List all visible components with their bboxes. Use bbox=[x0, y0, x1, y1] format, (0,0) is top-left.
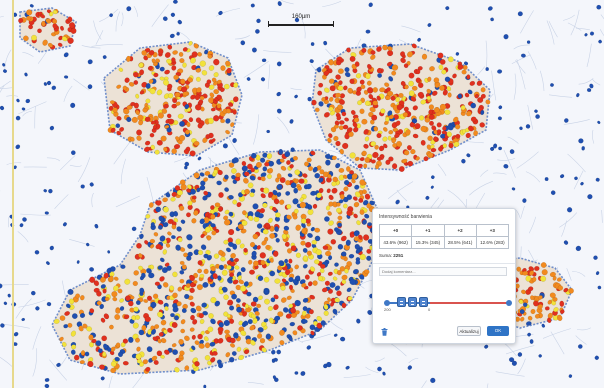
intensity-header-2: +2 bbox=[443, 224, 477, 237]
scale-bar-label: 160µm bbox=[291, 14, 311, 20]
slider-start-dot bbox=[384, 300, 390, 306]
intensity-header-1: +1 bbox=[411, 224, 445, 237]
intensity-header-3: +3 bbox=[475, 224, 510, 237]
slider-track-upper bbox=[430, 302, 509, 304]
intensity-value-0: 43.6% (962) bbox=[378, 236, 413, 249]
slider-high-label: 0 bbox=[428, 307, 431, 312]
threshold-slider[interactable]: 200 0 bbox=[384, 294, 512, 312]
total-count-label: Suma: bbox=[379, 253, 393, 258]
slider-low-label: 200 bbox=[384, 307, 391, 312]
intensity-value-3: 12.6% (283) bbox=[475, 236, 510, 249]
intensity-table: +0 +1 +2 +3 43.6% (962) 15.3% (345) 28.5… bbox=[378, 224, 510, 249]
slide-edge bbox=[12, 0, 14, 388]
panel-divider bbox=[373, 263, 515, 264]
panel-title: Intensywność barwienia bbox=[379, 214, 433, 220]
slider-handle-3[interactable] bbox=[419, 297, 428, 307]
slider-end-dot[interactable] bbox=[506, 300, 512, 306]
scale-bar-line bbox=[268, 21, 334, 27]
ok-button[interactable]: OK bbox=[487, 326, 509, 336]
scale-bar: 160µm bbox=[268, 14, 334, 27]
staining-intensity-panel: Intensywność barwienia +0 +1 +2 +3 43.6%… bbox=[372, 208, 516, 344]
intensity-value-1: 15.3% (345) bbox=[411, 236, 445, 249]
trash-icon[interactable] bbox=[381, 328, 388, 336]
intensity-header-0: +0 bbox=[378, 224, 413, 237]
slider-handle-2[interactable] bbox=[408, 297, 417, 307]
slider-handle-1[interactable] bbox=[397, 297, 406, 307]
update-button[interactable]: Aktualizuj bbox=[457, 326, 481, 336]
comment-input[interactable] bbox=[379, 267, 507, 276]
intensity-value-2: 28.5% (641) bbox=[443, 236, 477, 249]
total-count-value: 2251 bbox=[393, 253, 404, 258]
total-count: Suma: 2251 bbox=[379, 253, 403, 258]
